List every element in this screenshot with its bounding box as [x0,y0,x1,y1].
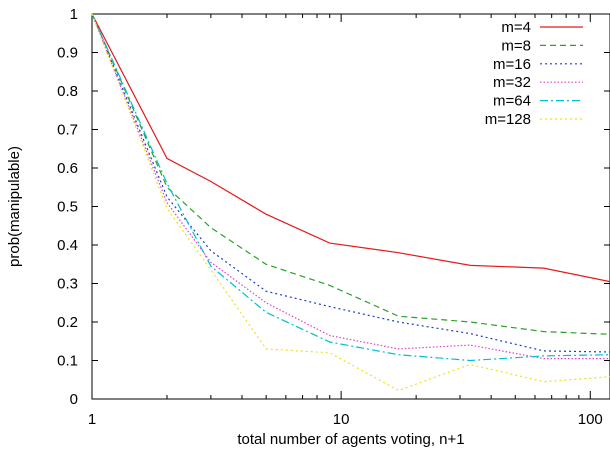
y-tick-label: 0.5 [57,199,78,216]
y-tick-label: 0.4 [57,237,78,254]
y-tick-label: 1 [70,6,78,23]
series-line-m-64 [91,13,610,362]
series-line-m-8 [91,13,610,335]
y-tick-label: 0.3 [57,276,78,293]
y-tick-label: 0.7 [57,122,78,139]
y-tick-label: 0.1 [57,353,78,370]
legend-label: m=8 [501,37,531,54]
series-line-m-16 [91,13,610,353]
legend-label: m=32 [493,74,531,91]
y-tick-label: 0.8 [57,83,78,100]
y-tick-label: 0.6 [57,160,78,177]
x-tick-label: 1 [88,411,96,428]
legend: m=4m=8 m=16m=32 m=64m=128 [485,19,583,128]
legend-label: m=16 [493,56,531,73]
legend-label: m=128 [485,111,531,128]
x-tick-label: 10 [333,411,350,428]
x-tick-label: 100 [578,411,603,428]
series-line-m-4 [91,13,610,283]
series-layer [91,13,610,392]
y-axis: 0 0.1 0.2 0.3 0.4 0.5 0.6 0.7 0.8 0.9 1 [57,6,610,408]
legend-label: m=4 [501,19,531,36]
legend-label: m=64 [493,93,531,110]
series-line-m-128 [91,13,610,392]
y-tick-label: 0 [70,391,78,408]
y-tick-label: 0.2 [57,314,78,331]
y-axis-label: prob(manipulable) [6,146,23,267]
x-axis-label: total number of agents voting, n+1 [237,431,464,448]
series-line-m-32 [91,13,610,360]
x-axis: 1 10 100 [88,14,603,428]
y-tick-label: 0.9 [57,45,78,62]
